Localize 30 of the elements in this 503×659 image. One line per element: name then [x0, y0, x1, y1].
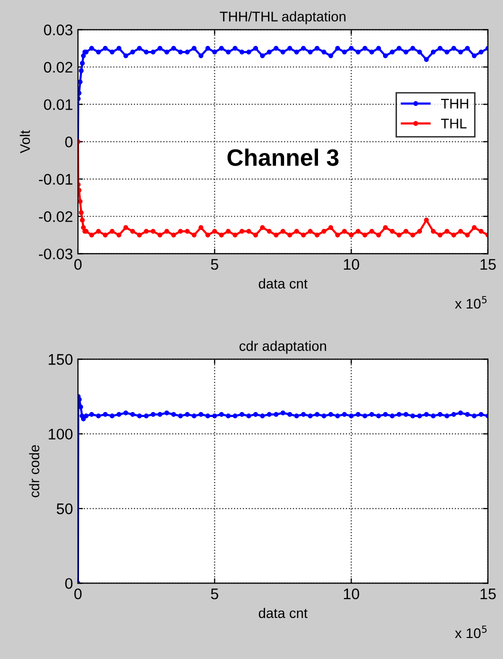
y-tick-label: 0	[65, 136, 73, 148]
x-axis-title: data cnt	[258, 608, 308, 618]
text: x 10$^{5}$	[455, 296, 487, 309]
annotation: Channel 3	[227, 148, 339, 166]
text: x 10$^{5}$	[455, 626, 487, 638]
y-tick-label: 0.01	[44, 99, 72, 110]
y-tick-label: 0	[65, 578, 73, 589]
y-axis-title: Volt	[20, 130, 30, 154]
legend-label: THH	[441, 98, 468, 108]
x-tick-label: 0	[74, 588, 82, 600]
y-tick-label: 100	[48, 428, 73, 440]
y-tick-label: -0.01	[38, 174, 72, 185]
y-tick-label: 0.02	[44, 62, 72, 73]
chart-title: cdr adaptation	[240, 340, 326, 354]
y-axis-title: cdr code	[29, 445, 40, 498]
y-tick-label: 0.03	[44, 24, 72, 36]
x-tick-label: 5	[210, 259, 218, 270]
legend-label: THL	[441, 118, 466, 128]
chart-title: THH/THL adaptation	[220, 11, 346, 24]
x-tick-label: 5	[210, 588, 218, 600]
y-tick-label: -0.03	[38, 248, 72, 260]
y-tick-label: 50	[56, 503, 73, 514]
y-tick-label: 150	[48, 354, 73, 365]
x-tick-label: 10	[344, 588, 360, 600]
x-axis-title: data cnt	[258, 278, 308, 289]
x-tick-label: 15	[480, 259, 496, 270]
x-tick-label: 10	[344, 258, 360, 270]
y-tick-label: -0.02	[38, 211, 72, 222]
x-tick-label: 0	[74, 258, 82, 270]
x-tick-label: 15	[480, 588, 496, 600]
